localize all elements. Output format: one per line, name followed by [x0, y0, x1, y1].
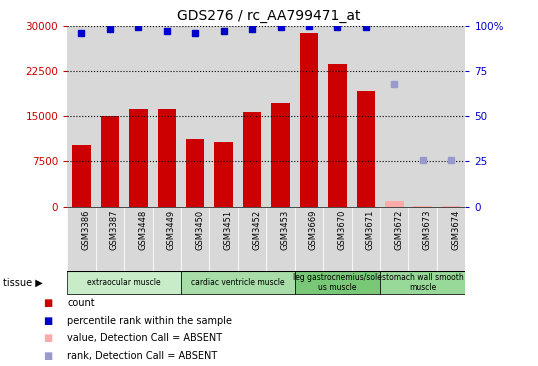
Bar — [153, 26, 181, 207]
Text: leg gastrocnemius/sole
us muscle: leg gastrocnemius/sole us muscle — [293, 273, 382, 292]
Bar — [437, 26, 465, 207]
Text: GSM3669: GSM3669 — [309, 210, 318, 250]
Bar — [414, 206, 432, 207]
Text: ■: ■ — [43, 315, 52, 326]
Bar — [295, 26, 323, 207]
FancyBboxPatch shape — [67, 271, 181, 294]
Text: value, Detection Call = ABSENT: value, Detection Call = ABSENT — [67, 333, 222, 343]
Text: GSM3672: GSM3672 — [394, 210, 404, 250]
Text: GDS276 / rc_AA799471_at: GDS276 / rc_AA799471_at — [177, 9, 361, 23]
Text: GSM3671: GSM3671 — [366, 210, 375, 250]
Bar — [442, 206, 461, 207]
Text: ■: ■ — [43, 333, 52, 343]
FancyBboxPatch shape — [153, 207, 181, 271]
Text: stomach wall smooth
muscle: stomach wall smooth muscle — [382, 273, 464, 292]
Bar — [385, 201, 404, 207]
Text: GSM3453: GSM3453 — [280, 210, 289, 250]
Text: GSM3449: GSM3449 — [167, 210, 176, 250]
FancyBboxPatch shape — [209, 207, 238, 271]
FancyBboxPatch shape — [181, 207, 209, 271]
Bar — [271, 103, 290, 207]
Bar — [181, 26, 209, 207]
Bar — [300, 33, 318, 207]
Text: GSM3448: GSM3448 — [138, 210, 147, 250]
Bar — [238, 26, 266, 207]
Bar — [323, 26, 352, 207]
Text: count: count — [67, 298, 95, 308]
FancyBboxPatch shape — [96, 207, 124, 271]
Bar — [215, 142, 233, 207]
Text: GSM3670: GSM3670 — [337, 210, 346, 250]
FancyBboxPatch shape — [67, 207, 96, 271]
Bar — [96, 26, 124, 207]
Bar — [158, 109, 176, 207]
Bar — [380, 26, 408, 207]
Bar — [186, 139, 204, 207]
Text: percentile rank within the sample: percentile rank within the sample — [67, 315, 232, 326]
Text: GSM3452: GSM3452 — [252, 210, 261, 250]
FancyBboxPatch shape — [124, 207, 153, 271]
Text: GSM3451: GSM3451 — [224, 210, 232, 250]
Text: GSM3450: GSM3450 — [195, 210, 204, 250]
Text: GSM3387: GSM3387 — [110, 210, 119, 250]
Bar — [352, 26, 380, 207]
Bar — [266, 26, 295, 207]
Bar — [408, 26, 437, 207]
FancyBboxPatch shape — [352, 207, 380, 271]
Bar — [209, 26, 238, 207]
Text: extraocular muscle: extraocular muscle — [87, 278, 161, 287]
Bar — [129, 109, 147, 207]
Text: GSM3673: GSM3673 — [423, 210, 431, 250]
Text: rank, Detection Call = ABSENT: rank, Detection Call = ABSENT — [67, 351, 217, 361]
FancyBboxPatch shape — [181, 271, 295, 294]
Text: GSM3674: GSM3674 — [451, 210, 460, 250]
Text: ■: ■ — [43, 351, 52, 361]
Text: tissue ▶: tissue ▶ — [3, 278, 43, 288]
Bar — [72, 145, 91, 207]
FancyBboxPatch shape — [380, 207, 408, 271]
FancyBboxPatch shape — [323, 207, 352, 271]
Bar — [328, 64, 346, 207]
Bar — [124, 26, 153, 207]
FancyBboxPatch shape — [408, 207, 437, 271]
FancyBboxPatch shape — [266, 207, 295, 271]
FancyBboxPatch shape — [437, 207, 465, 271]
Bar — [101, 116, 119, 207]
Text: ■: ■ — [43, 298, 52, 308]
Text: GSM3386: GSM3386 — [81, 210, 90, 250]
FancyBboxPatch shape — [380, 271, 465, 294]
Bar — [243, 112, 261, 207]
FancyBboxPatch shape — [295, 271, 380, 294]
Text: cardiac ventricle muscle: cardiac ventricle muscle — [191, 278, 285, 287]
FancyBboxPatch shape — [238, 207, 266, 271]
Bar — [67, 26, 96, 207]
Bar — [357, 91, 375, 207]
FancyBboxPatch shape — [295, 207, 323, 271]
